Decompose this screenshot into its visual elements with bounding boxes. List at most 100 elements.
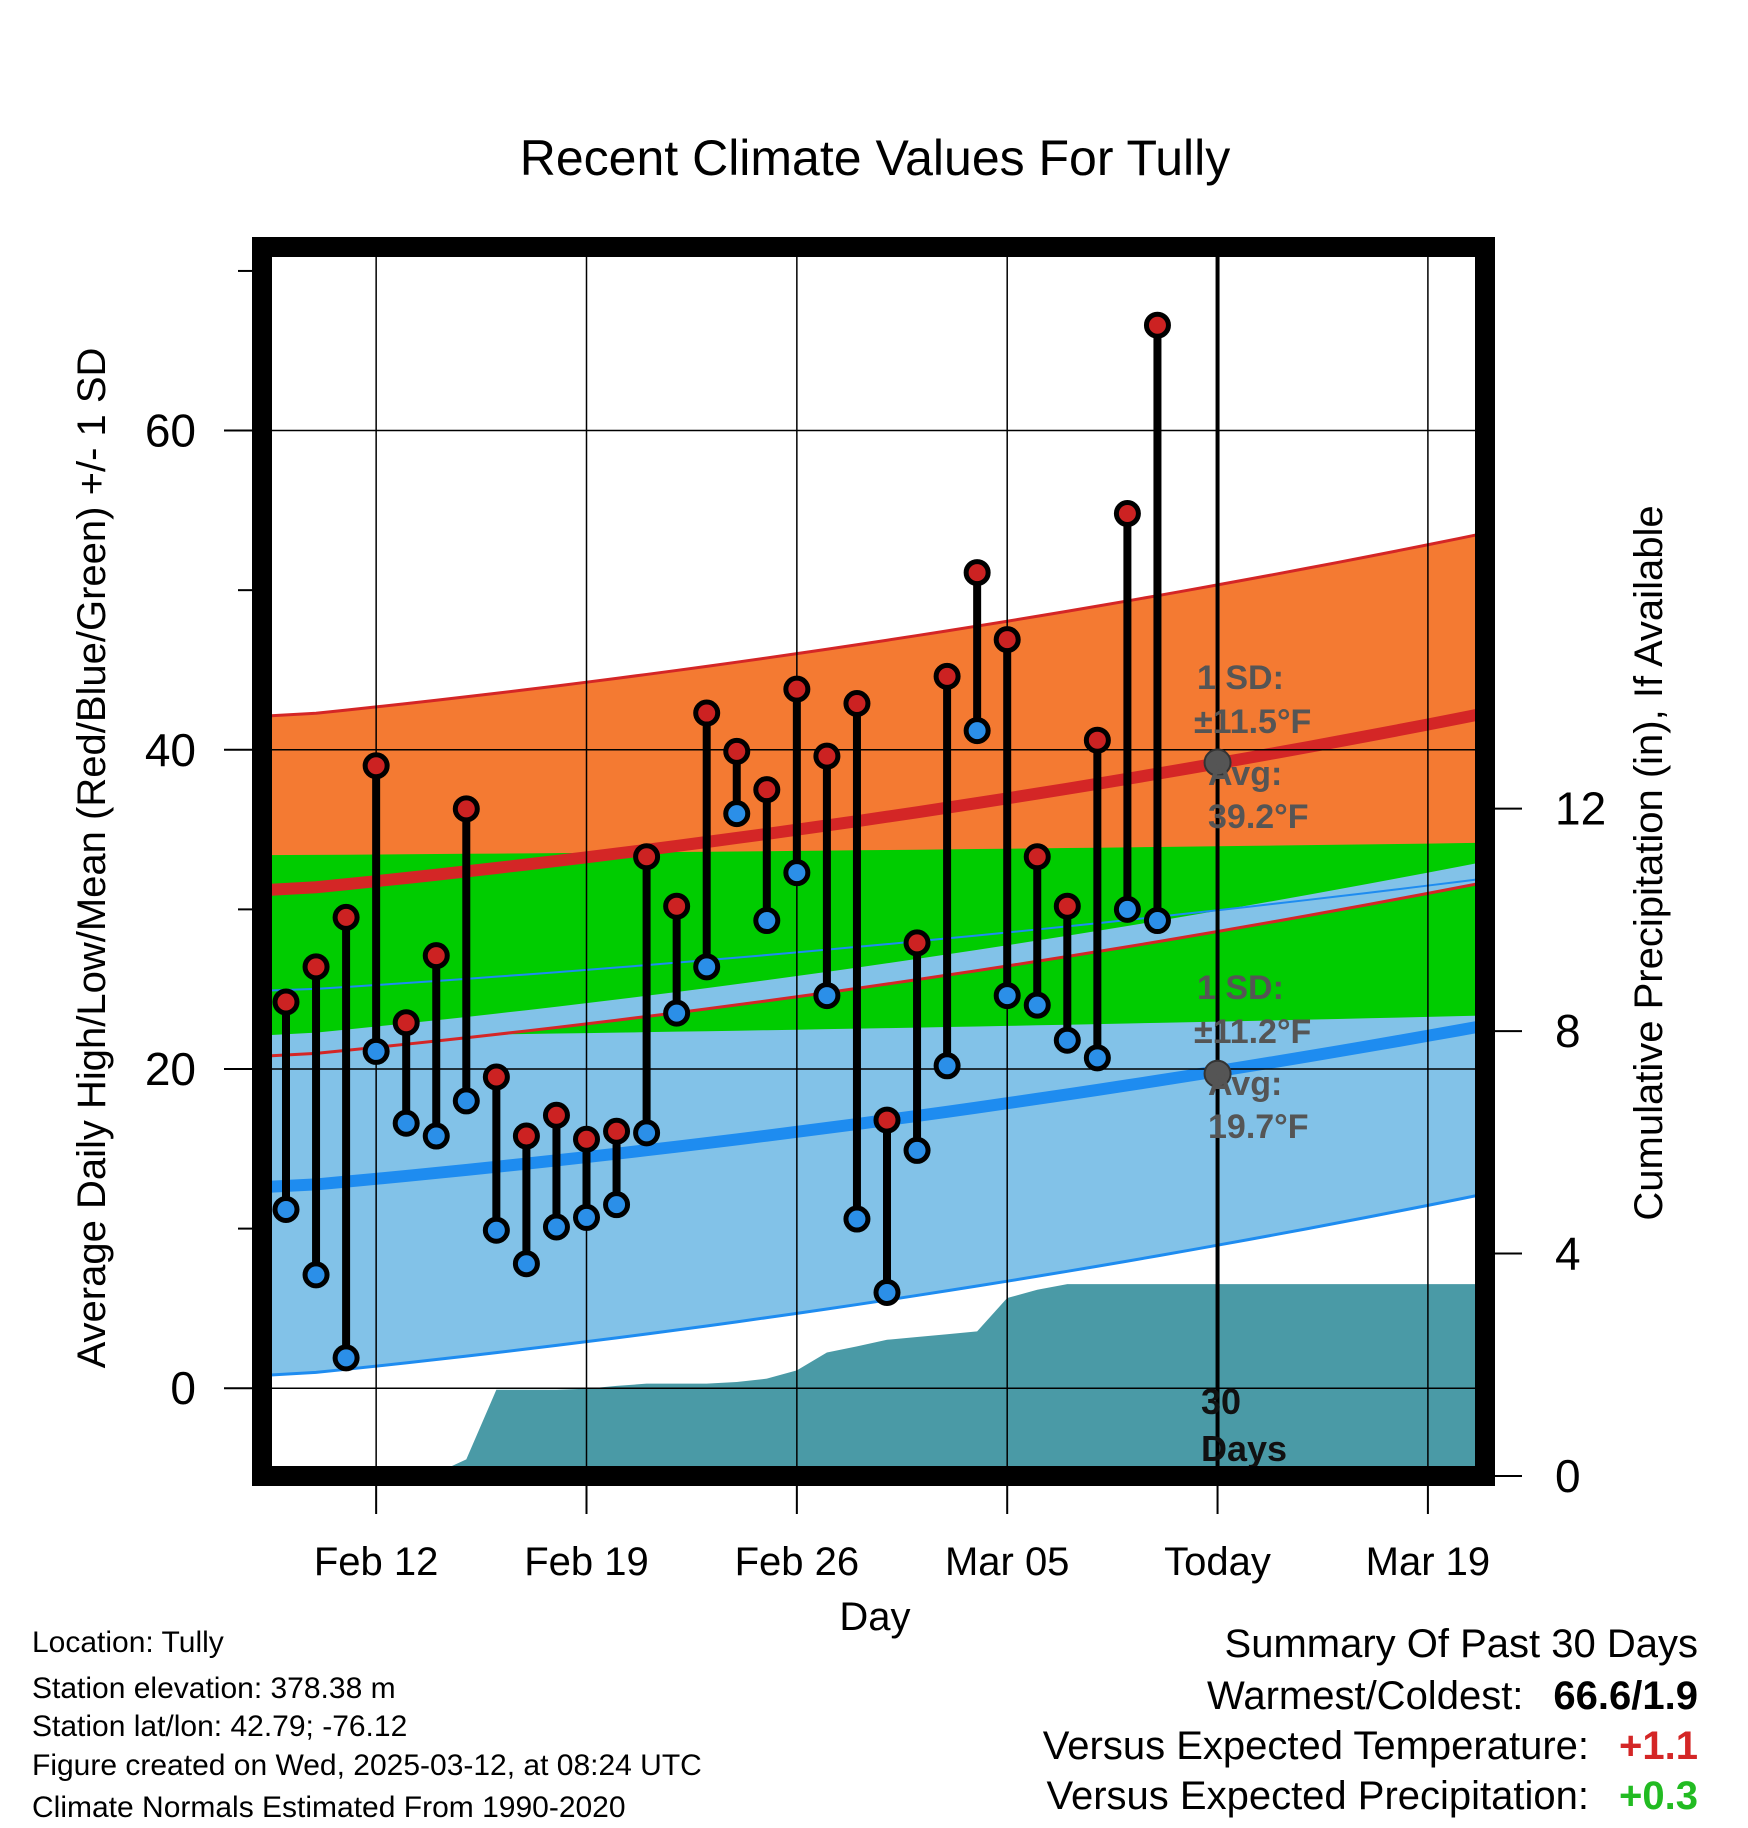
low-point: [1083, 1044, 1111, 1072]
info-location: Location: Tully: [32, 1626, 224, 1659]
high-avg-marker: [1203, 748, 1232, 777]
low-point: [843, 1205, 871, 1233]
summary-warm-cold: Warmest/Coldest: 66.6/1.9: [1207, 1674, 1698, 1719]
low-point: [753, 907, 781, 935]
high-point: [663, 892, 691, 920]
mean-band: [262, 842, 1485, 1038]
high-sd-value: ±11.5°F: [1194, 703, 1311, 741]
low-point: [993, 982, 1021, 1010]
high-point: [603, 1117, 631, 1145]
y-tick-label: 60: [145, 405, 196, 457]
high-point: [993, 626, 1021, 654]
high-point: [272, 988, 300, 1016]
high-point: [1023, 843, 1051, 871]
high-point: [362, 752, 390, 780]
high-point: [723, 737, 751, 765]
high-avg-label: Avg:: [1208, 755, 1282, 793]
summary-title: Summary Of Past 30 Days: [1224, 1622, 1698, 1666]
low-point: [422, 1122, 450, 1150]
high-point: [573, 1125, 600, 1153]
low-sd-upper-line: [262, 874, 1485, 992]
high-point: [1053, 892, 1081, 920]
summary-temp-value: +1.1: [1619, 1724, 1698, 1768]
low-point: [272, 1195, 300, 1223]
low-point: [633, 1119, 661, 1147]
x-tick-label: Mar 19: [1366, 1540, 1491, 1584]
low-point: [723, 800, 751, 828]
high-avg-value: 39.2°F: [1208, 798, 1309, 836]
low-point: [1053, 1026, 1081, 1054]
high-point: [813, 742, 841, 770]
info-elevation: Station elevation: 378.38 m: [32, 1672, 396, 1705]
y-tick-label: 20: [145, 1043, 196, 1095]
low-point: [813, 982, 841, 1010]
x-tick-label: Today: [1164, 1540, 1271, 1584]
low-point: [603, 1191, 631, 1219]
low-sd-label: 1 SD:: [1197, 969, 1284, 1007]
low-point: [512, 1250, 540, 1278]
precip-area: [262, 1284, 1485, 1476]
low-point: [693, 953, 721, 981]
high-point: [693, 699, 721, 727]
low-point: [873, 1278, 901, 1306]
high-point: [332, 903, 360, 931]
summary-precip: Versus Expected Precipitation: +0.3: [1047, 1774, 1699, 1819]
summary-precip-value: +0.3: [1619, 1774, 1698, 1818]
low-sd-lower-line: [262, 1187, 1485, 1377]
high-point: [302, 953, 330, 981]
x-tick-label: Feb 19: [524, 1540, 649, 1584]
y2-tick-label: 4: [1555, 1228, 1581, 1280]
info-normals: Climate Normals Estimated From 1990-2020: [32, 1791, 626, 1824]
summary-warm-cold-label: Warmest/Coldest:: [1207, 1674, 1524, 1718]
summary-temp-label: Versus Expected Temperature:: [1042, 1724, 1590, 1768]
high-point: [903, 929, 931, 957]
y-axis-label: Average Daily High/Low/Mean (Red/Blue/Gr…: [70, 348, 114, 1369]
low-avg-line: [262, 1019, 1485, 1194]
low-point: [573, 1203, 600, 1231]
low-point: [1143, 907, 1171, 935]
high-point: [1083, 726, 1111, 754]
low-point: [903, 1136, 931, 1164]
low-point: [332, 1344, 360, 1372]
y2-tick-label: 0: [1555, 1450, 1581, 1502]
high-point: [873, 1106, 901, 1134]
high-point: [422, 942, 450, 970]
plot-area: 1 SD: ±11.5°F Avg: 39.2°F 1 SD: ±11.2°F Avg: 19…: [145, 237, 1606, 1584]
low-point: [963, 717, 991, 745]
low-point: [1023, 991, 1051, 1019]
low-avg-marker: [1203, 1059, 1232, 1088]
high-point: [843, 689, 871, 717]
plot-content: [262, 247, 1485, 1476]
x-axis-label: Day: [839, 1595, 910, 1639]
high-point: [1143, 311, 1171, 339]
high-point: [753, 776, 781, 804]
y-tick-label: 0: [170, 1362, 196, 1414]
low-band-patch: [262, 855, 1485, 1057]
low-point: [392, 1109, 420, 1137]
days-label-text: Days: [1201, 1428, 1287, 1469]
high-point: [963, 559, 991, 587]
x-tick-label: Feb 26: [735, 1540, 860, 1584]
y2-axis-label: Cumulative Precipitation (in), If Availa…: [1627, 505, 1671, 1220]
low-point: [1113, 895, 1141, 923]
high-point: [392, 1009, 420, 1037]
summary-precip-label: Versus Expected Precipitation:: [1046, 1774, 1590, 1818]
high-sd-label: 1 SD:: [1197, 659, 1284, 697]
low-point: [302, 1261, 330, 1289]
high-point: [512, 1122, 540, 1150]
low-point: [783, 859, 811, 887]
high-point: [933, 662, 961, 690]
x-tick-label: Feb 12: [314, 1540, 439, 1584]
low-avg-label: Avg:: [1208, 1065, 1282, 1103]
summary-temp: Versus Expected Temperature: +1.1: [1043, 1724, 1698, 1769]
low-point: [362, 1037, 390, 1065]
plot-frame: [252, 237, 1495, 1486]
y2-tick-label: 8: [1555, 1005, 1581, 1057]
low-point: [482, 1216, 510, 1244]
low-sd-value: ±11.2°F: [1194, 1013, 1311, 1051]
high-point: [1113, 500, 1141, 528]
y2-tick-label: 12: [1555, 783, 1606, 835]
x-tick-label: Mar 05: [945, 1540, 1070, 1584]
y-tick-label: 40: [145, 724, 196, 776]
